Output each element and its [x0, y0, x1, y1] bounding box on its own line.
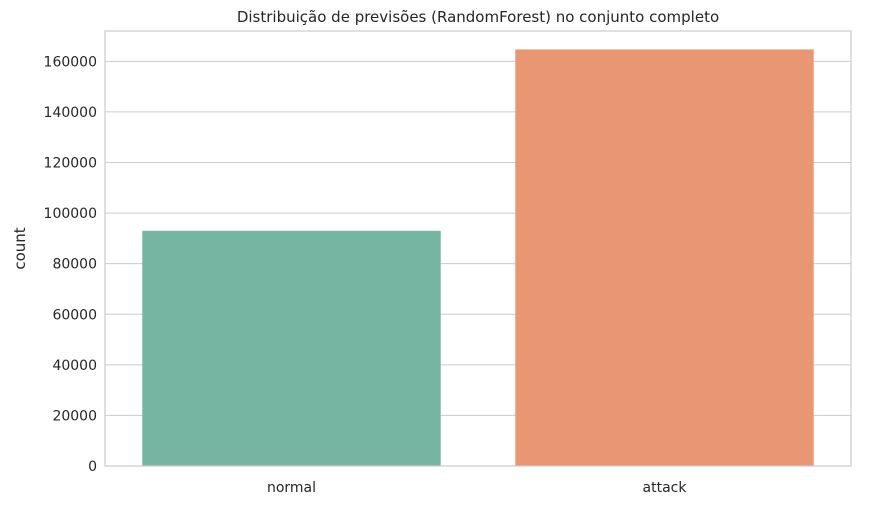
x-tick-label-normal: normal [267, 480, 316, 496]
y-tick-label: 60000 [52, 307, 97, 323]
x-tick-label-attack: attack [643, 480, 688, 496]
bar-attack [515, 49, 814, 466]
y-tick-label: 160000 [44, 54, 97, 70]
plot-frame [104, 30, 852, 467]
x-axis-ticks: normal attack [267, 480, 687, 496]
y-tick-label: 20000 [52, 408, 97, 424]
y-tick-label: 140000 [44, 105, 97, 121]
y-tick-label: 120000 [44, 156, 97, 172]
y-tick-label: 0 [88, 459, 97, 475]
bars [142, 49, 814, 466]
y-tick-label: 80000 [52, 257, 97, 273]
chart-title: Distribuição de previsões (RandomForest)… [237, 8, 719, 26]
y-tick-label: 100000 [44, 206, 97, 222]
y-axis-ticks: 0 20000 40000 60000 80000 100000 120000 140000 1… [44, 54, 97, 475]
y-axis-label: count [11, 227, 29, 269]
y-tick-label: 40000 [52, 358, 97, 374]
bar-normal [142, 230, 441, 466]
